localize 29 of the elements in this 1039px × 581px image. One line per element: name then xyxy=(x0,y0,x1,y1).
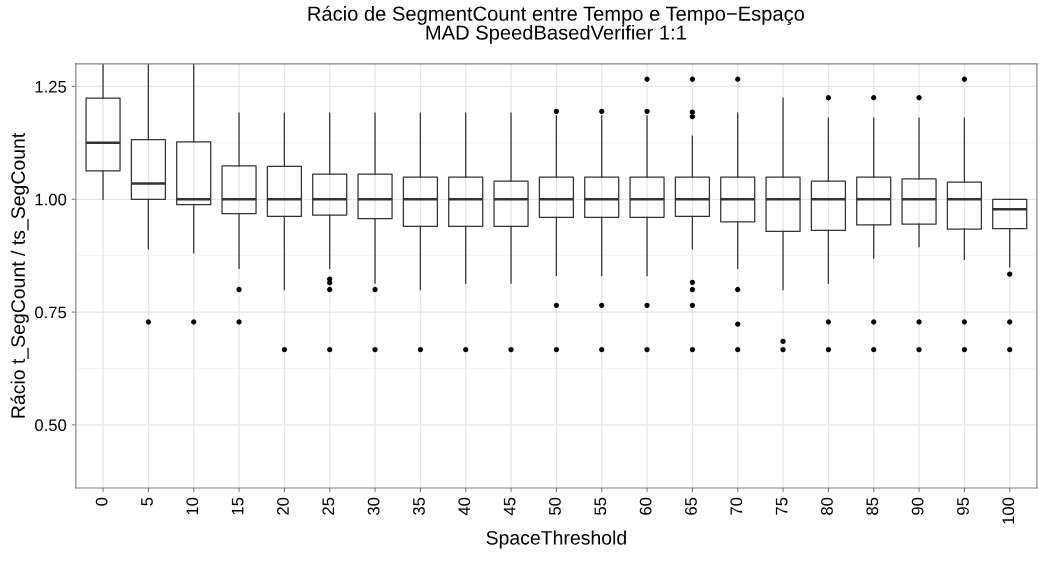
x-tick-label: 0 xyxy=(95,497,108,506)
x-tick-label: 60 xyxy=(639,497,652,515)
x-tick-label: 90 xyxy=(911,497,924,515)
x-tick-label: 70 xyxy=(730,497,743,515)
x-tick-label: 30 xyxy=(367,497,380,515)
x-tick-label: 45 xyxy=(503,497,516,516)
y-axis-title: Rácio t_SegCount / ts_SegCount xyxy=(10,132,29,418)
x-tick-label: 40 xyxy=(458,497,471,516)
x-tick-label: 50 xyxy=(549,497,561,515)
x-tick-label: 75 xyxy=(775,497,788,515)
y-tick-label: 0.50 xyxy=(35,419,67,432)
x-tick-label: 25 xyxy=(322,497,335,515)
x-tick-label: 100 xyxy=(1002,497,1015,524)
x-tick-label: 15 xyxy=(231,497,244,515)
x-tick-label: 55 xyxy=(594,497,607,515)
x-tick-label: 80 xyxy=(821,497,833,515)
y-tick-label: 1.00 xyxy=(35,193,67,206)
chart-title: Rácio de SegmentCount entre Tempo e Tempo−Espaço xyxy=(308,5,805,25)
x-tick-label: 10 xyxy=(186,497,199,515)
y-tick-label: 1.25 xyxy=(35,80,67,93)
x-tick-label: 5 xyxy=(141,497,153,506)
x-tick-label: 35 xyxy=(413,497,425,515)
chart-subtitle: MAD SpeedBasedVerifier 1:1 xyxy=(426,24,686,44)
y-tick-label: 0.75 xyxy=(35,306,67,319)
x-tick-label: 85 xyxy=(866,497,879,515)
x-axis-title: SpaceThreshold xyxy=(486,530,626,549)
x-tick-label: 65 xyxy=(685,497,697,515)
x-tick-label: 20 xyxy=(277,497,289,515)
x-tick-label: 95 xyxy=(957,497,969,515)
